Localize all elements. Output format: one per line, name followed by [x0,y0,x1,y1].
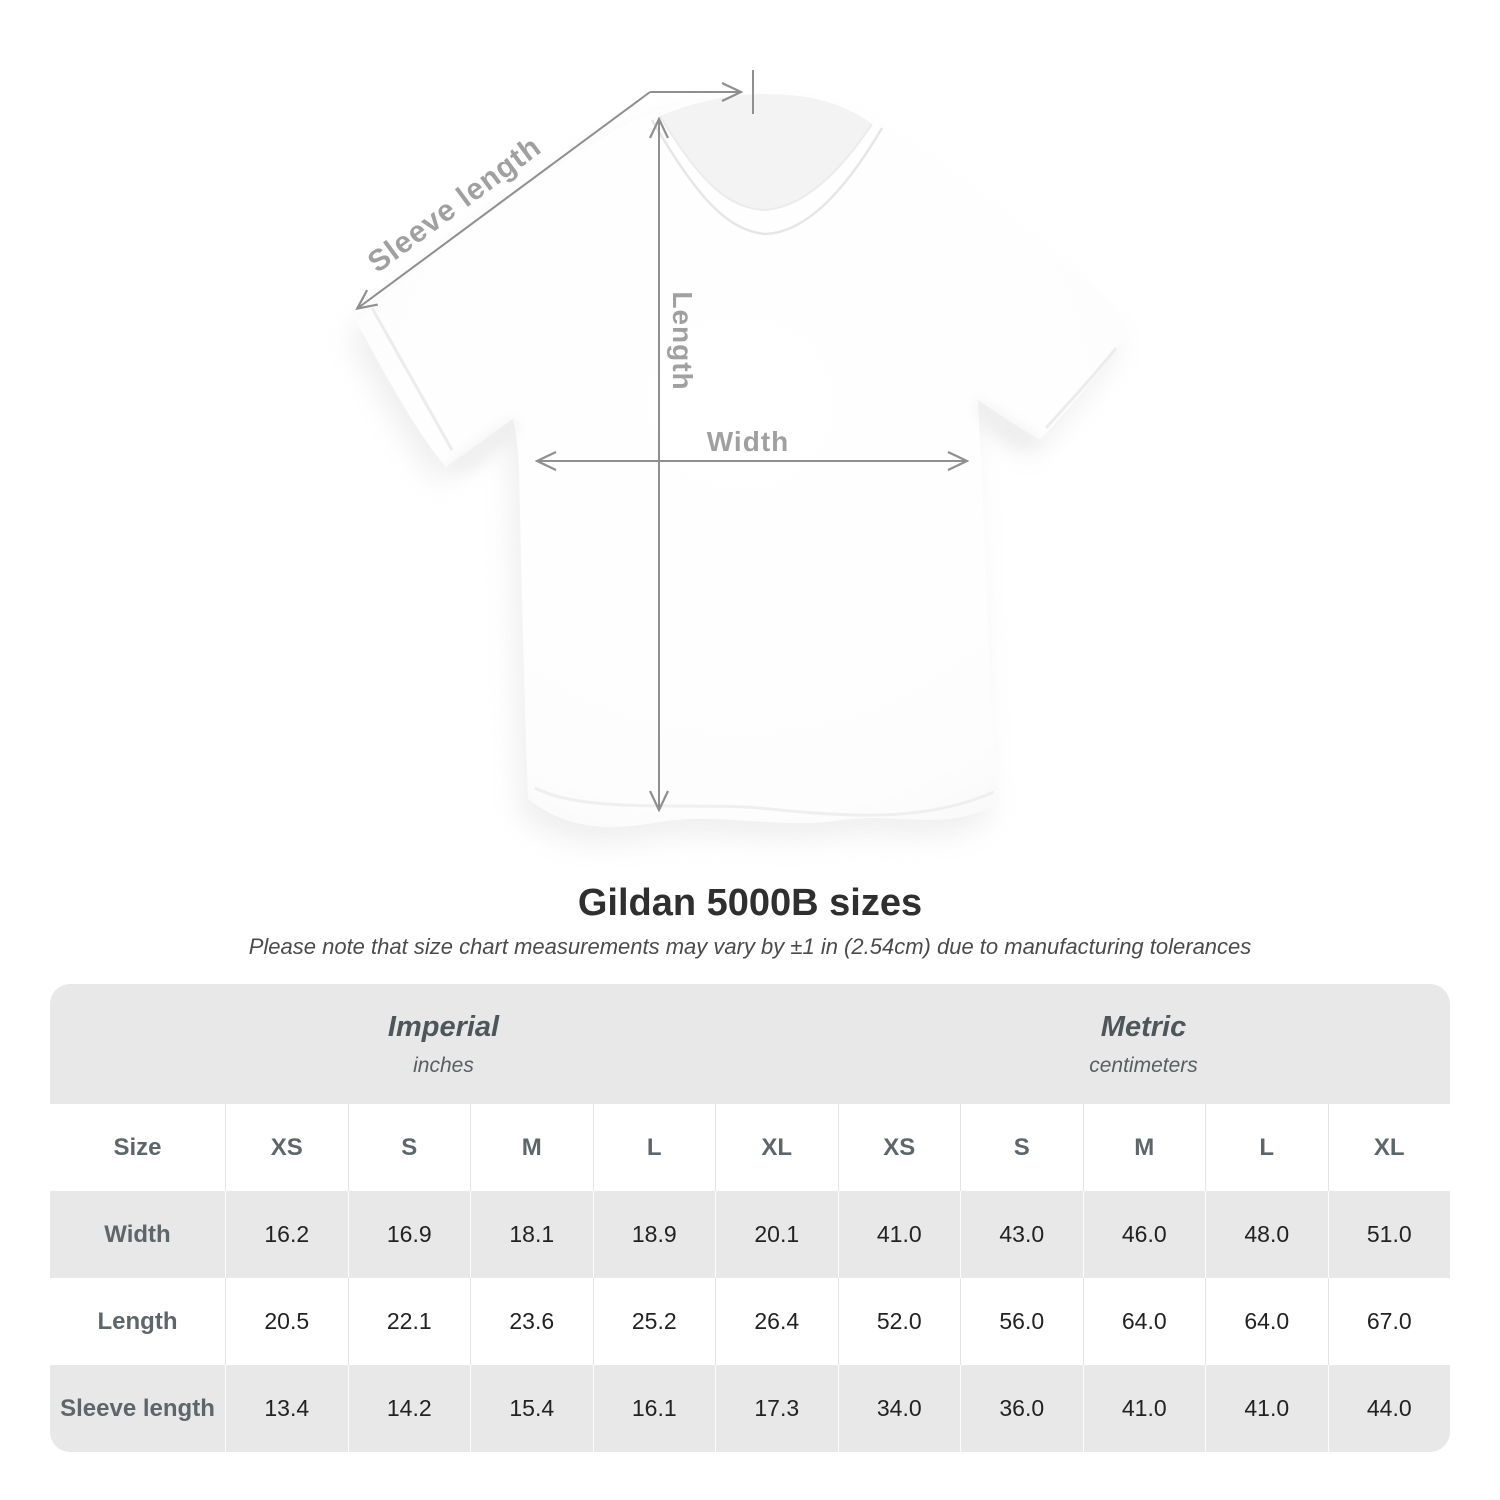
row-label: Width [104,1220,171,1248]
unit-header-band: Imperial inches Metric centimeters [50,984,1450,1104]
row-label: Sleeve length [60,1394,215,1422]
size-header-cell: L [1205,1104,1328,1191]
measurement-value-cell: 67.0 [1327,1278,1451,1365]
measurement-value-cell: 16.9 [347,1191,471,1278]
measurement-value-cell: 23.6 [470,1278,593,1365]
length-label: Length [667,291,698,391]
measurement-value-cell: 20.5 [225,1278,348,1365]
size-header-cell: M [470,1104,593,1191]
page-title: Gildan 5000B sizes [577,882,923,924]
right-cuff-fold-line [1044,347,1118,430]
tshirt-illustration [348,70,1127,844]
size-corner-label: Size [113,1133,162,1161]
table-row-sleeve-length: Sleeve length 13.4 14.2 15.4 16.1 17.3 3… [50,1365,1450,1452]
measurement-value-cell: 46.0 [1082,1191,1206,1278]
measurement-value-cell: 34.0 [837,1365,961,1452]
measurement-value-cell: 51.0 [1327,1191,1451,1278]
measurement-value-cell: 17.3 [715,1365,838,1452]
imperial-title: Imperial [387,1010,500,1043]
measurement-value-cell: 48.0 [1205,1191,1328,1278]
tolerance-note: Please note that size chart measurements… [248,934,1252,959]
table-row-length: Length 20.5 22.1 23.6 25.2 26.4 52.0 56.… [50,1278,1450,1365]
size-header-cell: XL [1327,1104,1451,1191]
metric-title: Metric [1100,1010,1187,1043]
measurement-value-cell: 14.2 [347,1365,471,1452]
measurement-value-cell: 25.2 [592,1278,716,1365]
imperial-header-group: Imperial inches [50,984,837,1104]
size-header-cell: XS [225,1104,348,1191]
tshirt-collar [650,94,884,236]
size-header-row: Size XS S M L XL XS S M L XL [50,1104,1450,1191]
width-label: Width [706,426,790,457]
table-row-width: Width 16.2 16.9 18.1 18.9 20.1 41.0 43.0… [50,1191,1450,1278]
sleeve-length-measure-arrow [358,70,754,308]
measurement-value-cell: 41.0 [837,1191,961,1278]
measurement-value-cell: 52.0 [837,1278,961,1365]
measurement-value-cell: 15.4 [470,1365,593,1452]
imperial-subtitle: inches [413,1053,474,1077]
measurement-value-cell: 13.4 [225,1365,348,1452]
hem-fold-line [534,786,995,817]
size-header-cell: XS [837,1104,961,1191]
measurement-value-cell: 36.0 [960,1365,1083,1452]
measurement-value-cell: 16.2 [225,1191,348,1278]
measurement-value-cell: 43.0 [960,1191,1083,1278]
measurement-value-cell: 18.9 [592,1191,716,1278]
measurement-value-cell: 26.4 [715,1278,838,1365]
measurement-value-cell: 20.1 [715,1191,838,1278]
size-header-cell: S [347,1104,471,1191]
size-header-cell: M [1082,1104,1206,1191]
left-cuff-fold-line [370,307,454,451]
measurement-value-cell: 64.0 [1082,1278,1206,1365]
measurement-value-cell: 64.0 [1205,1278,1328,1365]
measurement-value-cell: 18.1 [470,1191,593,1278]
measurement-value-cell: 22.1 [347,1278,471,1365]
measurement-lines [358,70,966,809]
measurement-value-cell: 56.0 [960,1278,1083,1365]
tshirt-measurement-diagram: Sleeve length Length Width [348,70,1127,844]
measurement-value-cell: 41.0 [1082,1365,1206,1452]
size-header-cell: S [960,1104,1083,1191]
measurement-value-cell: 41.0 [1205,1365,1328,1452]
measurement-value-cell: 16.1 [592,1365,716,1452]
metric-subtitle: centimeters [1089,1053,1198,1077]
size-header-cell: L [592,1104,716,1191]
metric-header-group: Metric centimeters [837,984,1450,1104]
size-header-cell: XL [715,1104,838,1191]
measurement-value-cell: 44.0 [1327,1365,1451,1452]
row-label: Length [97,1307,178,1335]
size-table: Imperial inches Metric centimeters Size … [50,984,1450,1452]
